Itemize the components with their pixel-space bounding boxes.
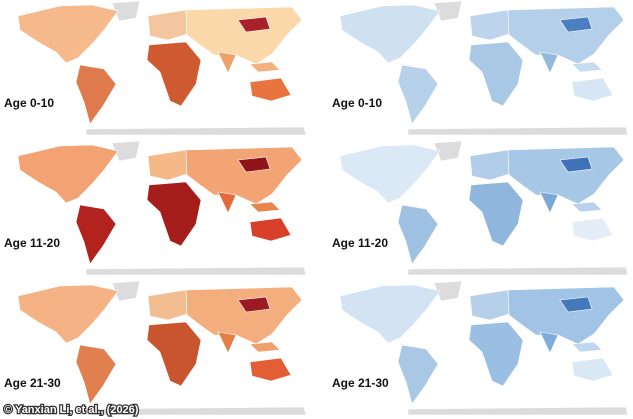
panel-label: Age 21-30 [332,376,389,390]
country-region [339,144,441,204]
map-panel: Age 0-10 [4,0,307,136]
country-region [237,16,271,33]
country-region [407,126,629,136]
country-region [571,357,614,382]
panel-label: Age 11-20 [4,236,60,250]
country-region [249,77,292,102]
country-region [468,41,524,107]
country-region [559,16,593,33]
panel-label: Age 21-30 [4,376,61,390]
country-region [111,0,141,22]
country-region [397,64,439,125]
country-region [185,6,303,65]
country-region [469,289,510,321]
country-region [146,181,202,247]
country-region [249,341,281,353]
country-region [507,6,625,65]
map-panel: Age 21-30 [4,280,307,416]
country-region [468,181,524,247]
country-region [75,64,117,125]
country-region [185,286,303,345]
panel-label: Age 0-10 [332,96,382,110]
country-region [571,217,614,242]
country-region [507,146,625,205]
country-region [111,140,141,162]
country-region [146,321,202,387]
country-region [559,296,593,313]
country-region [571,77,614,102]
country-region [217,51,237,74]
country-region [249,201,281,213]
country-region [539,51,559,74]
panel-label: Age 11-20 [332,236,388,250]
map-panel: Age 0-10 [332,0,629,136]
country-region [217,191,237,214]
country-region [559,156,593,173]
country-region [17,144,119,204]
country-region [85,406,307,416]
country-region [339,284,441,344]
country-region [249,357,292,382]
country-region [571,61,603,73]
country-region [339,4,441,64]
map-panel: Age 11-20 [332,140,629,276]
country-region [469,9,510,41]
country-region [433,280,463,302]
country-region [539,331,559,354]
country-region [147,9,188,41]
country-region [407,406,629,416]
panel-label: Age 0-10 [4,96,54,110]
country-region [249,217,292,242]
country-region [469,149,510,181]
country-region [571,201,603,213]
country-region [468,321,524,387]
country-region [539,191,559,214]
country-region [433,140,463,162]
map-panel: Age 21-30 [332,280,629,416]
country-region [146,41,202,107]
country-region [217,331,237,354]
country-region [507,286,625,345]
country-region [397,344,439,405]
country-region [249,61,281,73]
country-region [147,149,188,181]
country-region [85,266,307,276]
map-panel: Age 11-20 [4,140,307,276]
country-region [17,284,119,344]
country-region [237,296,271,313]
country-region [17,4,119,64]
country-region [237,156,271,173]
country-region [185,146,303,205]
country-region [75,344,117,405]
country-region [397,204,439,265]
credit: © Yanxian Li, et al., (2026) [4,404,139,416]
country-region [571,341,603,353]
country-region [407,266,629,276]
country-region [85,126,307,136]
country-region [147,289,188,321]
country-region [75,204,117,265]
country-region [433,0,463,22]
country-region [111,280,141,302]
